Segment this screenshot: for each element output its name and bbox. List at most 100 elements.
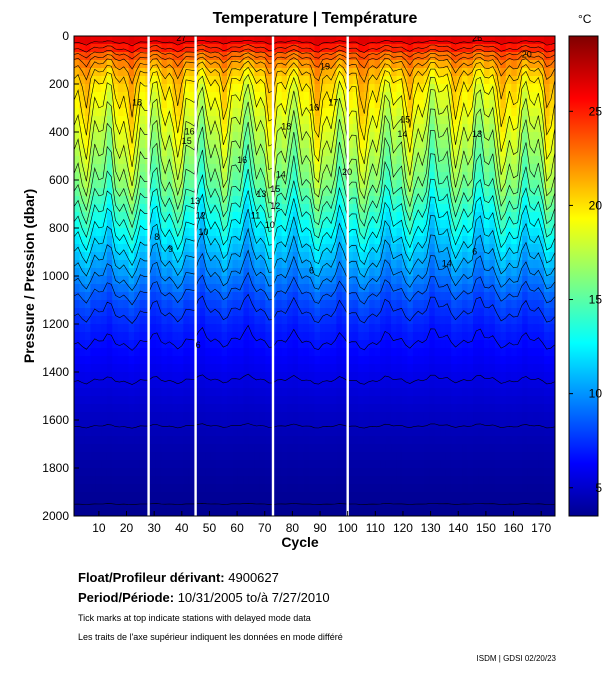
heatmap-cell (319, 324, 327, 333)
heatmap-cell (445, 460, 452, 469)
heatmap-cell (150, 380, 157, 389)
heatmap-cell (391, 84, 398, 93)
heatmap-cell (232, 380, 239, 389)
heatmap-cell (248, 460, 255, 469)
heatmap-cell (429, 436, 436, 445)
heatmap-cell (369, 372, 376, 381)
heatmap-cell (292, 204, 299, 213)
heatmap-cell (221, 372, 228, 381)
heatmap-cell (440, 276, 447, 285)
heatmap-cell (401, 428, 409, 437)
heatmap-cell (473, 52, 480, 61)
heatmap-cell (363, 412, 370, 421)
heatmap-cell (248, 340, 255, 349)
heatmap-cell (210, 60, 217, 69)
heatmap-cell (298, 132, 305, 141)
heatmap-cell (494, 236, 501, 245)
heatmap-cell (155, 396, 163, 405)
heatmap-cell (161, 252, 168, 261)
heatmap-cell (237, 148, 245, 157)
heatmap-cell (407, 156, 414, 165)
heatmap-cell (407, 508, 414, 516)
heatmap-cell (489, 220, 496, 229)
heatmap-cell (462, 428, 469, 437)
heatmap-cell (478, 228, 485, 237)
heatmap-cell (166, 508, 173, 516)
heatmap-cell (358, 348, 365, 357)
heatmap-cell (440, 508, 447, 516)
heatmap-cell (451, 148, 458, 157)
heatmap-cell (112, 84, 119, 93)
heatmap-cell (511, 212, 518, 221)
heatmap-cell (456, 260, 463, 269)
heatmap-cell (385, 316, 392, 325)
heatmap-cell (161, 196, 168, 205)
heatmap-cell (292, 348, 299, 357)
heatmap-cell (330, 380, 337, 389)
heatmap-cell (500, 364, 507, 373)
heatmap-cell (352, 476, 359, 485)
heatmap-cell (303, 356, 310, 365)
heatmap-cell (123, 460, 130, 469)
heatmap-cell (292, 340, 299, 349)
heatmap-cell (123, 332, 130, 341)
heatmap-cell (298, 468, 305, 477)
heatmap-cell (177, 380, 184, 389)
heatmap-cell (287, 52, 294, 61)
heatmap-cell (423, 484, 430, 493)
heatmap-cell (199, 196, 206, 205)
heatmap-cell (281, 236, 288, 245)
heatmap-cell (183, 76, 190, 85)
heatmap-cell (177, 484, 184, 493)
heatmap-cell (423, 156, 430, 165)
heatmap-cell (445, 484, 452, 493)
heatmap-cell (227, 212, 234, 221)
heatmap-cell (227, 428, 234, 437)
heatmap-cell (210, 108, 217, 117)
heatmap-cell (407, 324, 414, 333)
heatmap-cell (434, 436, 441, 445)
heatmap-cell (183, 476, 190, 485)
heatmap-cell (434, 492, 441, 501)
heatmap-cell (369, 236, 376, 245)
heatmap-cell (177, 284, 184, 293)
heatmap-cell (325, 100, 332, 109)
heatmap-cell (483, 404, 491, 413)
heatmap-cell (183, 68, 190, 77)
heatmap-cell (276, 116, 283, 125)
heatmap-cell (500, 68, 507, 77)
heatmap-cell (336, 100, 343, 109)
heatmap-cell (112, 124, 119, 133)
heatmap-cell (434, 116, 441, 125)
heatmap-cell (391, 308, 398, 317)
heatmap-cell (183, 60, 190, 69)
heatmap-cell (287, 212, 294, 221)
heatmap-cell (134, 380, 141, 389)
heatmap-cell (412, 436, 419, 445)
heatmap-cell (401, 308, 409, 317)
heatmap-cell (494, 220, 501, 229)
heatmap-cell (336, 332, 343, 341)
heatmap-cell (205, 500, 212, 509)
heatmap-cell (188, 268, 195, 277)
heatmap-cell (188, 148, 195, 157)
heatmap-cell (401, 396, 409, 405)
heatmap-cell (90, 36, 97, 45)
heatmap-cell (183, 212, 190, 221)
heatmap-cell (90, 52, 97, 61)
heatmap-cell (84, 340, 91, 349)
heatmap-cell (440, 436, 447, 445)
heatmap-cell (298, 124, 305, 133)
heatmap-cell (511, 460, 518, 469)
heatmap-cell (95, 204, 102, 213)
heatmap-cell (210, 276, 217, 285)
heatmap-cell (243, 508, 250, 516)
heatmap-cell (205, 244, 212, 253)
heatmap-cell (369, 388, 376, 397)
heatmap-cell (117, 60, 124, 69)
heatmap-cell (166, 220, 173, 229)
heatmap-cell (401, 188, 409, 197)
heatmap-cell (265, 300, 272, 309)
heatmap-cell (155, 148, 163, 157)
heatmap-cell (440, 172, 447, 181)
